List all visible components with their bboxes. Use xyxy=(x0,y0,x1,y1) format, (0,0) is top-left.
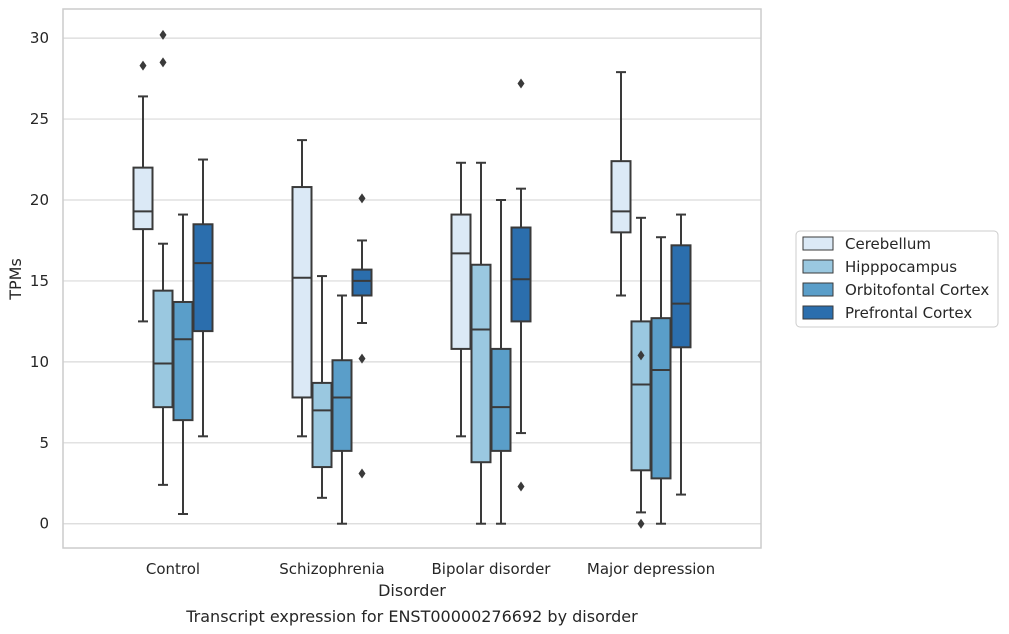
box-1-0 xyxy=(291,139,313,438)
legend-label: Hipppocampus xyxy=(845,258,957,276)
legend-swatch xyxy=(802,259,834,274)
box-body xyxy=(192,223,214,333)
box-body xyxy=(470,263,492,464)
box-body xyxy=(610,160,632,234)
outlier-point xyxy=(637,350,645,361)
box-0-1 xyxy=(152,29,174,486)
box-body xyxy=(351,268,373,297)
y-tick-label: 20 xyxy=(30,191,49,209)
y-tick-labels: 0 5 10 15 20 25 30 xyxy=(30,29,49,533)
box-body xyxy=(670,244,692,349)
legend-swatch xyxy=(802,236,834,251)
box-3-3 xyxy=(670,213,692,496)
legend-swatch xyxy=(802,282,834,297)
box-1-2 xyxy=(331,294,353,525)
outlier-point xyxy=(358,353,366,364)
legend: Cerebellum Hipppocampus Orbitofontal Corte… xyxy=(795,230,999,328)
x-tick-label: Major depression xyxy=(587,560,715,578)
box-body xyxy=(331,359,353,452)
outlier-point xyxy=(358,193,366,204)
box-3-1 xyxy=(630,216,652,529)
box-body xyxy=(172,300,194,422)
box-2-2 xyxy=(490,198,512,525)
x-tick-label: Control xyxy=(146,560,200,578)
box-1-3 xyxy=(351,193,373,479)
x-tick-labels: Control Schizophrenia Bipolar disorder Majo… xyxy=(146,560,715,578)
y-tick-label: 5 xyxy=(39,434,49,452)
y-axis-label: TPMs xyxy=(6,258,25,301)
box-3-2 xyxy=(650,236,672,525)
boxes xyxy=(132,29,692,529)
y-tick-label: 30 xyxy=(30,29,49,47)
x-tick-label: Schizophrenia xyxy=(279,560,384,578)
x-tick-label: Bipolar disorder xyxy=(432,560,552,578)
y-tick-label: 25 xyxy=(30,110,49,128)
legend-label: Cerebellum xyxy=(845,235,931,253)
legend-swatch xyxy=(802,305,834,320)
box-0-3 xyxy=(192,158,214,438)
box-body xyxy=(510,226,532,323)
box-body xyxy=(132,166,154,231)
legend-label: Prefrontal Cortex xyxy=(845,304,972,322)
legend-label: Orbitofontal Cortex xyxy=(845,281,989,299)
outlier-point xyxy=(159,57,167,68)
box-0-0 xyxy=(132,60,154,323)
outlier-point xyxy=(139,60,147,71)
chart-caption: Transcript expression for ENST0000027669… xyxy=(185,607,638,626)
box-body xyxy=(152,289,174,409)
box-body xyxy=(291,186,313,399)
box-1-1 xyxy=(311,275,333,499)
x-axis-label: Disorder xyxy=(378,581,446,600)
box-3-0 xyxy=(610,71,632,297)
box-2-0 xyxy=(450,161,472,438)
y-tick-label: 15 xyxy=(30,272,49,290)
box-2-3 xyxy=(510,78,532,492)
outlier-point xyxy=(517,481,525,492)
outlier-point xyxy=(517,78,525,89)
y-tick-label: 0 xyxy=(39,515,49,533)
legend-frame xyxy=(795,230,999,328)
box-body xyxy=(650,317,672,480)
box-0-2 xyxy=(172,213,194,516)
outlier-point xyxy=(358,468,366,479)
outlier-point xyxy=(159,29,167,40)
y-tick-label: 10 xyxy=(30,353,49,371)
box-body xyxy=(450,213,472,350)
box-body xyxy=(630,320,652,472)
box-body xyxy=(311,381,333,469)
plot-area-frame xyxy=(62,8,762,549)
box-body xyxy=(490,347,512,452)
box-2-1 xyxy=(470,161,492,525)
outlier-point xyxy=(637,518,645,529)
